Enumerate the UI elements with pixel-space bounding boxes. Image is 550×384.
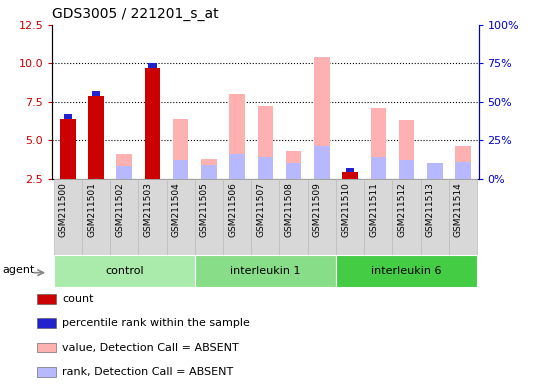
Bar	[60, 160, 75, 179]
Bar	[145, 68, 160, 179]
Bar	[336, 255, 477, 287]
Bar	[251, 179, 279, 255]
Text: GSM211503: GSM211503	[144, 182, 152, 237]
Bar	[392, 179, 421, 255]
Text: interleukin 1: interleukin 1	[230, 266, 301, 276]
Bar	[399, 160, 414, 179]
Bar	[455, 146, 471, 179]
Bar	[37, 343, 56, 353]
Text: GSM211504: GSM211504	[172, 182, 181, 237]
Bar	[286, 163, 301, 179]
Bar	[455, 162, 471, 179]
Text: value, Detection Call = ABSENT: value, Detection Call = ABSENT	[62, 343, 239, 353]
Bar	[117, 166, 132, 179]
Bar	[371, 157, 386, 179]
Text: GSM211511: GSM211511	[369, 182, 378, 237]
Text: GSM211502: GSM211502	[116, 182, 124, 237]
Text: GSM211507: GSM211507	[256, 182, 265, 237]
Bar	[201, 159, 217, 179]
Text: GSM211509: GSM211509	[313, 182, 322, 237]
Bar	[92, 91, 100, 96]
Text: GSM211508: GSM211508	[284, 182, 294, 237]
Text: GSM211506: GSM211506	[228, 182, 237, 237]
Text: GSM211501: GSM211501	[87, 182, 96, 237]
Bar	[371, 108, 386, 179]
Bar	[314, 57, 329, 179]
Bar	[54, 255, 195, 287]
Bar	[173, 119, 189, 179]
Bar	[117, 154, 132, 179]
Bar	[364, 179, 392, 255]
Bar	[346, 168, 354, 172]
Bar	[279, 179, 307, 255]
Text: rank, Detection Call = ABSENT: rank, Detection Call = ABSENT	[62, 367, 233, 377]
Text: GSM211505: GSM211505	[200, 182, 209, 237]
Bar	[336, 179, 364, 255]
Bar	[37, 318, 56, 328]
Bar	[110, 179, 139, 255]
Bar	[195, 255, 336, 287]
Bar	[139, 179, 167, 255]
Bar	[37, 367, 56, 377]
Bar	[314, 146, 329, 179]
Bar	[88, 156, 104, 179]
Text: agent: agent	[3, 265, 35, 275]
Bar	[342, 172, 358, 179]
Bar	[229, 94, 245, 179]
Text: GSM211500: GSM211500	[59, 182, 68, 237]
Bar	[201, 165, 217, 179]
Bar	[54, 179, 82, 255]
Bar	[257, 106, 273, 179]
Bar	[60, 119, 75, 179]
Text: count: count	[62, 294, 94, 304]
Text: control: control	[105, 266, 144, 276]
Bar	[37, 294, 56, 304]
Bar	[82, 179, 110, 255]
Text: GSM211513: GSM211513	[426, 182, 434, 237]
Text: GSM211514: GSM211514	[454, 182, 463, 237]
Bar	[286, 151, 301, 179]
Bar	[223, 179, 251, 255]
Bar	[229, 154, 245, 179]
Bar	[399, 120, 414, 179]
Text: GDS3005 / 221201_s_at: GDS3005 / 221201_s_at	[52, 7, 219, 21]
Bar	[427, 163, 443, 179]
Bar	[307, 179, 336, 255]
Bar	[63, 114, 72, 119]
Bar	[88, 96, 104, 179]
Bar	[449, 179, 477, 255]
Bar	[148, 63, 157, 68]
Text: GSM211510: GSM211510	[341, 182, 350, 237]
Bar	[195, 179, 223, 255]
Bar	[257, 157, 273, 179]
Bar	[167, 179, 195, 255]
Text: percentile rank within the sample: percentile rank within the sample	[62, 318, 250, 328]
Text: interleukin 6: interleukin 6	[371, 266, 442, 276]
Text: GSM211512: GSM211512	[398, 182, 406, 237]
Bar	[145, 146, 160, 179]
Bar	[173, 160, 189, 179]
Bar	[421, 179, 449, 255]
